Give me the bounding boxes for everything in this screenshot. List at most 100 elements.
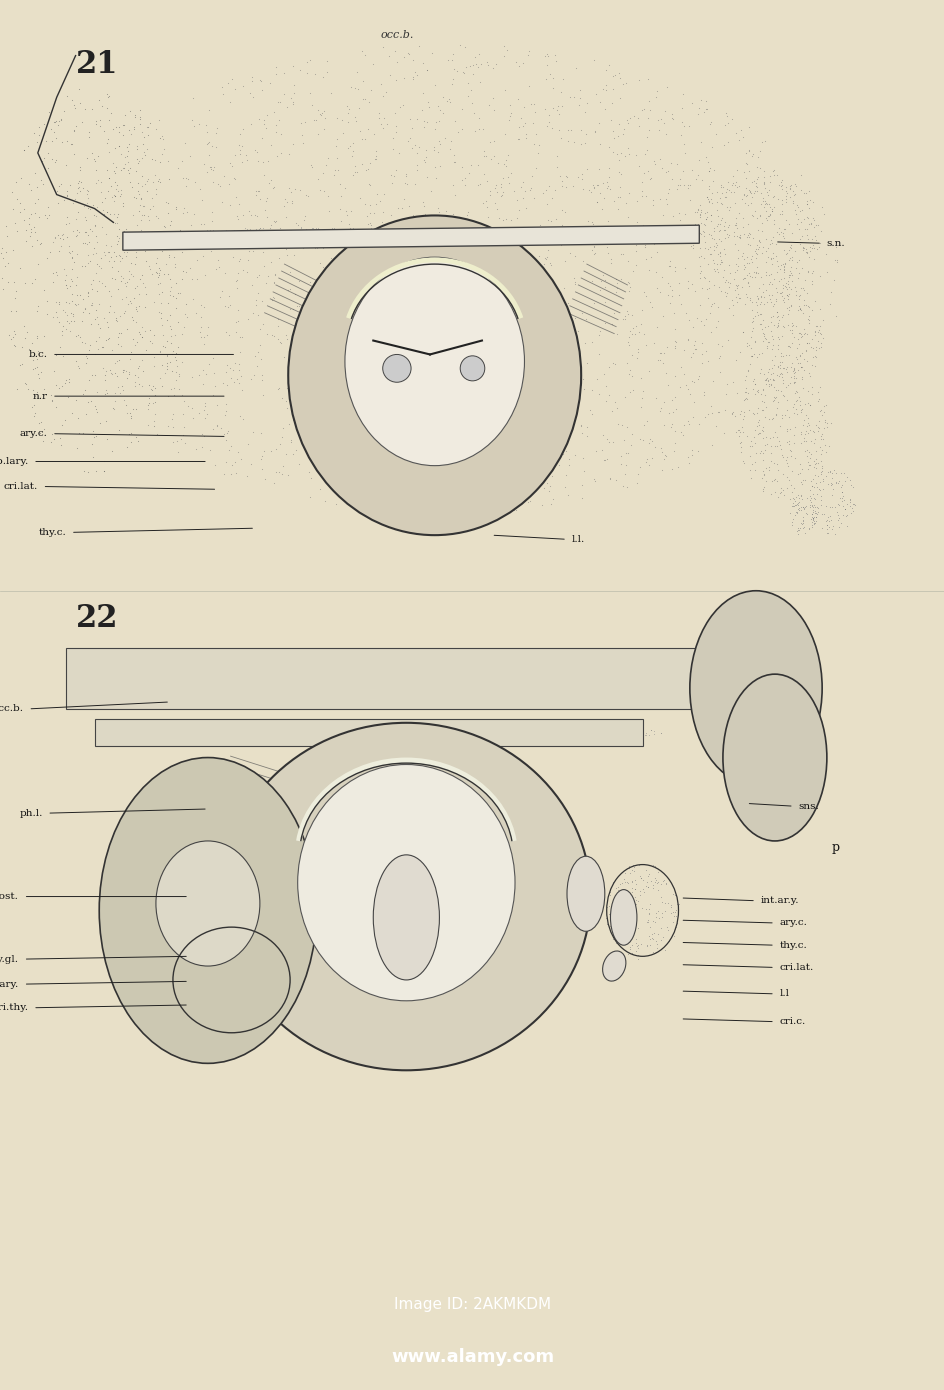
Point [445,68,460,90]
Point [722,758,737,780]
Point [527,720,542,742]
Point [803,475,818,498]
Point [385,662,400,684]
Point [364,671,379,694]
Point [424,466,439,488]
Point [356,225,371,247]
Point [444,727,459,749]
Point [659,676,674,698]
Point [154,669,169,691]
Point [230,680,245,702]
Point [737,177,752,199]
Point [180,991,195,1013]
Point [751,421,767,443]
Point [253,224,268,246]
Point [474,271,489,293]
Point [564,644,579,666]
Point [226,905,241,927]
Point [346,713,361,735]
Point [412,862,427,884]
Point [211,920,226,942]
Point [161,228,177,250]
Point [265,680,280,702]
Point [585,649,600,671]
Point [770,459,785,481]
Point [186,935,201,958]
Point [654,681,669,703]
Point [364,368,379,391]
Point [429,231,444,253]
Point [93,171,108,193]
Point [388,819,403,841]
Point [261,890,276,912]
Point [226,246,241,268]
Point [317,759,332,781]
Point [812,316,827,338]
Point [256,313,271,335]
Point [559,652,574,674]
Point [452,227,467,249]
Point [627,904,642,926]
Point [725,165,740,188]
Point [611,678,626,701]
Point [597,220,612,242]
Point [211,728,227,751]
Point [756,727,771,749]
Point [598,268,613,291]
Point [507,685,522,708]
Point [211,878,226,901]
Point [531,824,547,847]
Point [565,664,580,687]
Point [745,170,760,192]
Point [772,363,787,385]
Point [447,681,462,703]
Point [335,681,350,703]
Point [476,727,491,749]
Point [746,784,761,806]
Point [256,164,271,186]
Point [771,758,786,780]
Point [211,691,226,713]
Point [363,79,379,101]
Point [238,646,253,669]
Point [382,695,397,717]
Point [133,108,148,131]
Point [692,206,707,228]
Point [201,353,216,375]
Point [669,678,684,701]
Point [455,663,470,685]
Point [392,717,407,739]
Point [558,464,573,486]
Point [479,688,494,710]
Point [375,656,390,678]
Point [562,86,577,108]
Point [289,657,304,680]
Point [289,366,304,388]
Point [398,726,413,748]
Point [241,659,256,681]
Point [261,651,276,673]
Point [596,186,611,208]
Point [183,657,198,680]
Point [711,346,726,368]
Point [560,687,575,709]
Point [546,816,561,838]
Point [271,246,286,268]
Point [369,648,384,670]
Point [785,486,801,509]
Point [427,452,442,474]
Point [740,745,755,767]
Point [262,730,278,752]
Point [377,656,392,678]
Point [252,949,267,972]
Point [279,377,295,399]
Point [131,941,146,963]
Point [334,731,349,753]
Point [104,361,119,384]
Point [382,667,397,689]
Point [725,225,740,247]
Point [799,189,814,211]
Point [439,367,454,389]
Point [546,649,561,671]
Point [493,681,508,703]
